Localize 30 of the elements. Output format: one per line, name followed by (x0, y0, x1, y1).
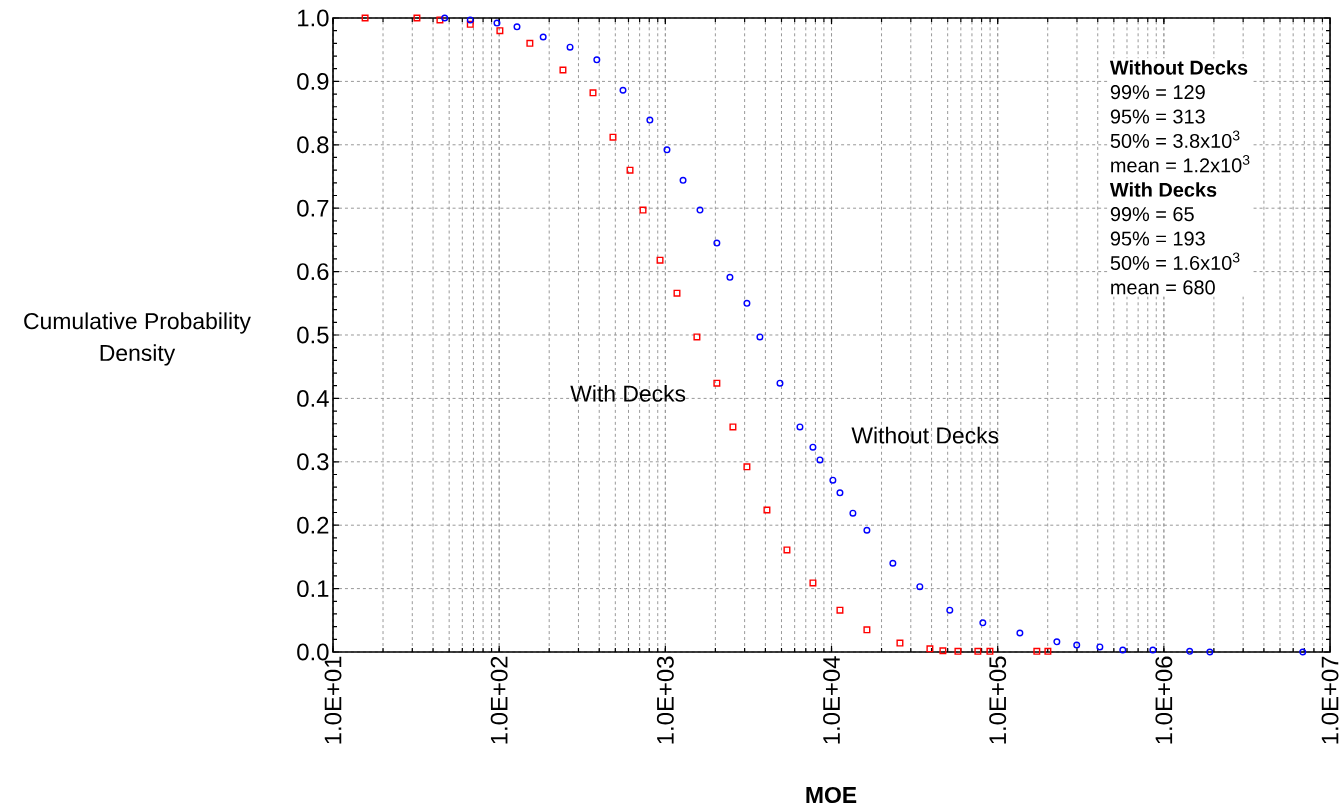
annotation: 50% = 1.6x10$^{3}$ (1110, 252, 1240, 271)
annotation: mean = 1.2x10$^{3}$ (1111, 154, 1250, 173)
y-tick-label: 0.6 (297, 263, 329, 281)
annotation: 95% = 193 (1110, 231, 1205, 246)
annotation: With Decks (1109, 182, 1217, 197)
y-tick-label: 0.2 (297, 516, 329, 534)
annotation: mean = 680 (1111, 280, 1215, 295)
x-tick-label: 1.0E+06 (1155, 656, 1173, 744)
annotation: 99% = 129 (1110, 85, 1205, 100)
y-tick-label: 0.8 (297, 136, 329, 154)
x-tick-label: 1.0E+03 (656, 656, 674, 744)
x-tick-label: 1.0E+05 (989, 656, 1007, 744)
x-tick-label: 1.0E+02 (490, 656, 508, 744)
y-tick-label: 0.7 (297, 199, 329, 217)
annotation: Without Decks (1109, 60, 1248, 75)
y-tick-label: 1.0 (298, 9, 329, 27)
y-tick-label: 0.9 (297, 72, 329, 90)
series-label: With Decks (570, 384, 686, 402)
x-tick-label: 1.0E+07 (1321, 656, 1339, 744)
annotation: 99% = 65 (1110, 207, 1194, 222)
y-tick-label: 0.4 (297, 389, 329, 407)
y-tick-label: 0.5 (297, 326, 329, 344)
y-tick-label: 0.1 (297, 580, 329, 598)
y-tick-label: 0.3 (297, 453, 329, 471)
annotation: 95% = 313 (1110, 109, 1205, 124)
y-axis-title: Cumulative Probability Density (24, 312, 251, 366)
annotation: 50% = 3.8x10$^{3}$ (1110, 130, 1240, 148)
x-axis-title: MOE (806, 786, 857, 804)
x-tick-label: 1.0E+04 (823, 656, 840, 744)
series-label: Without Decks (851, 426, 999, 444)
